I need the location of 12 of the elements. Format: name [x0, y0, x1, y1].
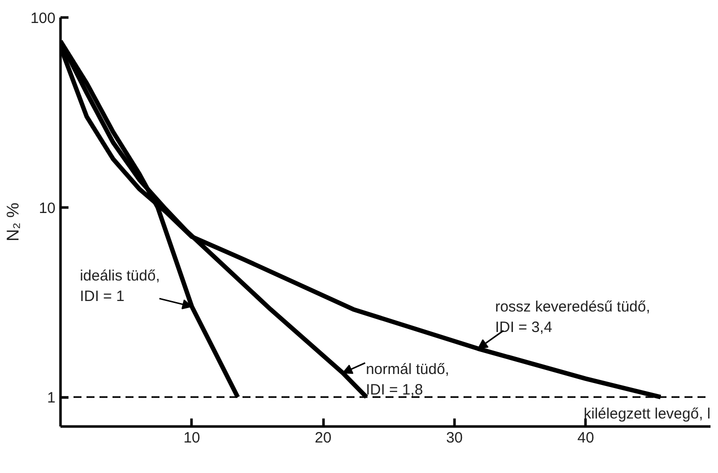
y-tick-label: 1 [47, 390, 56, 407]
x-tick-label: 20 [314, 430, 332, 446]
annotation: ideális tüdő, IDI = 1 [80, 268, 160, 305]
y-tick-label: 100 [30, 10, 56, 27]
y-axis-title: N₂ % [3, 202, 22, 242]
x-axis-title: kilélegzett levegő, l [584, 406, 711, 422]
x-tick-label: 10 [183, 430, 200, 446]
y-tick-label: 10 [38, 200, 56, 217]
x-tick-label: 40 [577, 430, 594, 446]
annotation: normál tüdő, IDI = 1,8 [366, 360, 450, 398]
annotation: rossz keveredésű tüdő, IDI = 3,4 [495, 298, 650, 336]
x-tick-label: 30 [446, 430, 463, 446]
